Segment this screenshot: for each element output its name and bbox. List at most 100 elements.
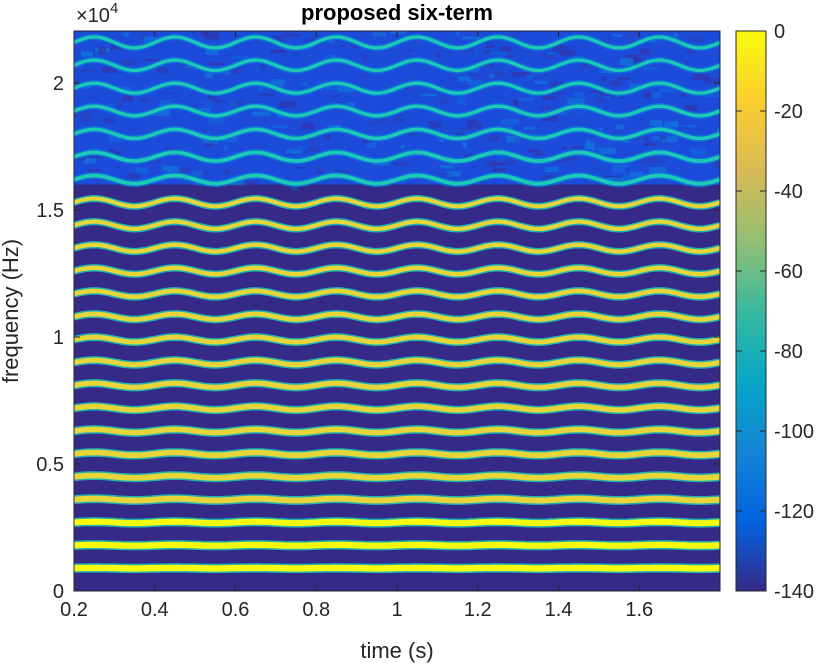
noise-patch: [206, 129, 211, 137]
noise-patch: [208, 93, 218, 101]
noise-patch: [542, 95, 557, 100]
noise-patch: [285, 149, 302, 154]
noise-patch: [467, 79, 484, 86]
y-tick-label: 0: [53, 581, 64, 603]
harmonic-line-19: [74, 150, 720, 163]
noise-patch: [291, 184, 298, 191]
noise-patch: [509, 125, 514, 130]
noise-patch: [108, 136, 123, 142]
noise-patch: [138, 35, 143, 39]
harmonic-line-1: [74, 564, 720, 572]
noise-patch: [484, 49, 490, 55]
noise-patch: [538, 54, 555, 58]
x-tick-label: 1.6: [625, 599, 653, 621]
noise-patch: [272, 35, 285, 43]
harmonic-line-16: [74, 219, 720, 231]
noise-patch: [618, 77, 630, 80]
noise-patch: [360, 164, 375, 170]
noise-patch: [547, 52, 556, 55]
noise-patch: [489, 74, 495, 78]
x-tick-label: 0.8: [302, 599, 330, 621]
noise-patch: [393, 162, 410, 166]
harmonic-line-8: [74, 403, 720, 413]
noise-patch: [590, 148, 601, 152]
noise-patch: [390, 31, 407, 35]
noise-patch: [681, 124, 697, 128]
noise-patch: [81, 51, 93, 57]
noise-patch: [140, 97, 150, 101]
noise-patch: [541, 114, 558, 122]
noise-patch: [498, 159, 516, 165]
colorbar-ticks: 0 -20 -40 -60 -80 -100 -120 -140: [736, 21, 814, 603]
noise-patch: [706, 140, 713, 143]
y-exponent-base: ×10: [76, 5, 110, 27]
noise-patch: [404, 183, 412, 189]
noise-patch: [500, 46, 512, 52]
noise-patch: [108, 104, 115, 107]
harmonic-line-14: [74, 265, 720, 277]
noise-patch: [159, 92, 177, 95]
noise-patch: [295, 166, 305, 170]
noise-patch: [490, 51, 508, 55]
noise-patch: [362, 73, 369, 78]
noise-patch: [259, 93, 275, 96]
noise-patch: [232, 100, 243, 107]
harmonic-line-5: [74, 472, 720, 481]
noise-patch: [209, 62, 224, 66]
noise-patch: [337, 86, 354, 93]
noise-patch: [265, 147, 279, 150]
noise-patch: [425, 97, 439, 102]
harmonic-line-9: [74, 380, 720, 390]
noise-patch: [534, 80, 548, 85]
noise-patch: [80, 48, 95, 55]
noise-patch: [162, 165, 180, 172]
noise-patch: [231, 56, 249, 59]
noise-patch: [200, 32, 209, 37]
noise-patch: [517, 97, 534, 102]
noise-patch: [440, 165, 454, 169]
noise-patch: [582, 65, 596, 72]
noise-patch: [212, 100, 225, 103]
noise-patch: [98, 46, 107, 54]
noise-patch: [373, 32, 386, 37]
noise-patch: [600, 76, 607, 83]
noise-patch: [407, 49, 413, 52]
noise-patch: [606, 177, 624, 181]
noise-patch: [403, 75, 415, 82]
noise-patch: [457, 76, 472, 82]
noise-patch: [649, 120, 663, 126]
noise-patch: [659, 135, 667, 140]
noise-patch: [283, 33, 301, 37]
y-tick-label: 2: [53, 73, 64, 95]
harmonic-line-18: [74, 173, 720, 186]
noise-patch: [101, 66, 117, 73]
noise-patch: [225, 70, 230, 76]
noise-patch: [279, 101, 296, 108]
noise-patch: [457, 98, 466, 105]
noise-patch: [223, 144, 228, 150]
noise-patch: [153, 109, 171, 116]
noise-patch: [393, 118, 404, 123]
noise-patch: [327, 40, 335, 43]
noise-patch: [308, 138, 314, 145]
noise-patch: [502, 111, 513, 114]
noise-patch: [374, 117, 387, 123]
noise-patch: [621, 140, 630, 143]
noise-patch: [83, 157, 97, 164]
noise-patch: [156, 67, 169, 74]
noise-patch: [466, 119, 477, 123]
noise-patch: [571, 145, 583, 151]
noise-patch: [493, 71, 504, 78]
noise-patch: [80, 69, 96, 73]
harmonic-line-6: [74, 449, 720, 458]
noise-patch: [642, 157, 660, 164]
noise-patch: [439, 138, 445, 142]
noise-patch: [83, 117, 93, 122]
noise-patch: [466, 122, 483, 129]
plot-area: [73, 30, 721, 592]
noise-patch: [351, 42, 359, 48]
noise-patch: [427, 121, 442, 129]
noise-patch: [438, 173, 452, 176]
colorbar-tick-label: -40: [774, 181, 803, 203]
noise-patch: [622, 174, 634, 180]
